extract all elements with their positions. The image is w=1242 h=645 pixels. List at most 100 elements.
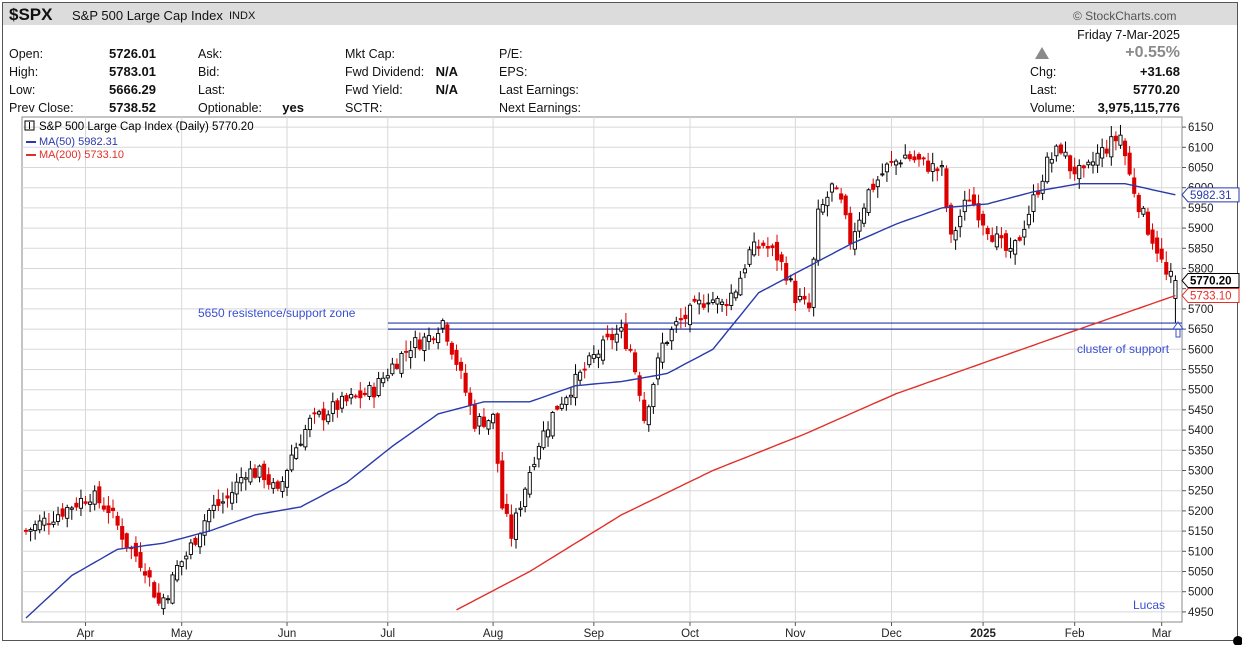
- high-label: High:: [9, 65, 39, 79]
- candle-body: [921, 157, 926, 160]
- candle-body: [981, 213, 986, 226]
- candle-body: [211, 504, 216, 511]
- candle-body: [541, 430, 546, 449]
- ticker-symbol: $SPX: [9, 5, 53, 24]
- y-tick-label: 5850: [1188, 243, 1214, 255]
- x-tick-label: Mar: [1152, 628, 1172, 640]
- candle-body: [591, 354, 596, 359]
- last-value: 5770.20: [1133, 82, 1180, 97]
- candle-body: [1045, 156, 1050, 183]
- candle-body: [875, 179, 880, 188]
- candle-body: [458, 361, 464, 371]
- candle-body: [321, 408, 326, 421]
- candle-body: [486, 420, 491, 430]
- candle-body: [761, 242, 766, 246]
- candle-body: [170, 574, 175, 604]
- candle-body: [724, 303, 729, 307]
- x-tick-label: Nov: [785, 628, 806, 640]
- candle-body: [985, 227, 990, 235]
- candle-body: [312, 412, 317, 415]
- candle-body: [843, 195, 848, 216]
- y-tick-label: 5450: [1188, 405, 1214, 417]
- candle-body: [894, 160, 899, 166]
- candle-body: [207, 509, 212, 523]
- candle-body: [1104, 148, 1109, 154]
- candle-body: [349, 394, 354, 399]
- candle-body: [614, 333, 619, 343]
- fwd-dividend-label: Fwd Dividend:: [345, 65, 425, 79]
- candle-body: [884, 163, 889, 173]
- candle-body: [1113, 135, 1118, 142]
- candle-body: [280, 481, 285, 492]
- candle-body: [545, 429, 551, 438]
- last-label: Last:: [1030, 83, 1058, 97]
- last-label-mid: Last:: [198, 83, 226, 97]
- candle-body: [477, 416, 482, 427]
- last-price-tag-box: [1181, 273, 1240, 289]
- candle-body: [262, 463, 267, 481]
- candle-body: [720, 301, 725, 305]
- candle-body: [788, 278, 793, 281]
- candle-body: [1141, 207, 1146, 215]
- candle-body: [820, 204, 825, 213]
- candle-body: [665, 342, 670, 345]
- candle-body: [175, 565, 180, 581]
- candle-body: [454, 349, 459, 365]
- y-tick-label: 5200: [1188, 506, 1214, 518]
- candle-body: [513, 512, 519, 540]
- candle-body: [784, 263, 789, 281]
- candle-body: [56, 514, 61, 522]
- candle-body: [1100, 147, 1105, 159]
- mkt-cap-label: Mkt Cap:: [345, 47, 396, 61]
- candle-body: [829, 183, 835, 193]
- legend-ma50: MA(50) 5982.31: [39, 136, 118, 148]
- candle-body: [669, 329, 674, 342]
- candle-body: [976, 203, 981, 221]
- candle-body: [1049, 158, 1054, 164]
- y-tick-label: 5500: [1188, 385, 1214, 397]
- sctr-label: SCTR:: [345, 101, 383, 115]
- candle-body: [252, 468, 258, 478]
- ask-label: Ask:: [198, 47, 223, 61]
- next-earnings-label: Next Earnings:: [499, 101, 581, 115]
- chg-label: Chg:: [1030, 65, 1057, 79]
- candle-body: [930, 163, 935, 172]
- candle-body: [568, 394, 573, 398]
- x-tick-label: Jun: [278, 628, 297, 640]
- candle-body: [1168, 270, 1173, 277]
- bid-label: Bid:: [198, 65, 220, 79]
- corner-dot: [1233, 636, 1242, 645]
- candle-body: [390, 363, 395, 375]
- candle-body: [1072, 166, 1077, 175]
- ma200-line: [456, 294, 1176, 611]
- candle-body: [916, 154, 922, 160]
- candle-body: [143, 571, 148, 576]
- candle-body: [307, 417, 312, 431]
- candle-body: [78, 498, 84, 509]
- ma50-line: [25, 183, 1176, 619]
- candle-body: [619, 327, 624, 332]
- candle-body: [770, 245, 775, 249]
- candle-body: [65, 506, 70, 519]
- candle-body: [990, 235, 995, 242]
- candle-body: [1003, 233, 1009, 251]
- candle-body: [495, 413, 500, 464]
- watermark: © StockCharts.com: [1073, 9, 1177, 23]
- candle-body: [697, 299, 702, 305]
- x-tick-label: Oct: [681, 628, 700, 640]
- candle-body: [37, 520, 42, 531]
- candle-body: [133, 542, 138, 557]
- fwd-yield-value: N/A: [435, 82, 458, 97]
- candle-body: [706, 302, 711, 305]
- low-value: 5666.29: [109, 82, 156, 97]
- x-tick-label: Apr: [77, 628, 95, 640]
- candle-body: [660, 342, 665, 363]
- candle-body: [376, 378, 381, 397]
- fwd-yield-label: Fwd Yield:: [345, 83, 403, 97]
- ma50-tag: 5982.31: [1190, 190, 1232, 202]
- candle-body: [289, 454, 294, 471]
- pe-label: P/E:: [499, 47, 523, 61]
- candle-body: [1054, 145, 1059, 157]
- x-tick-label: Dec: [881, 628, 902, 640]
- candle-body: [926, 160, 931, 172]
